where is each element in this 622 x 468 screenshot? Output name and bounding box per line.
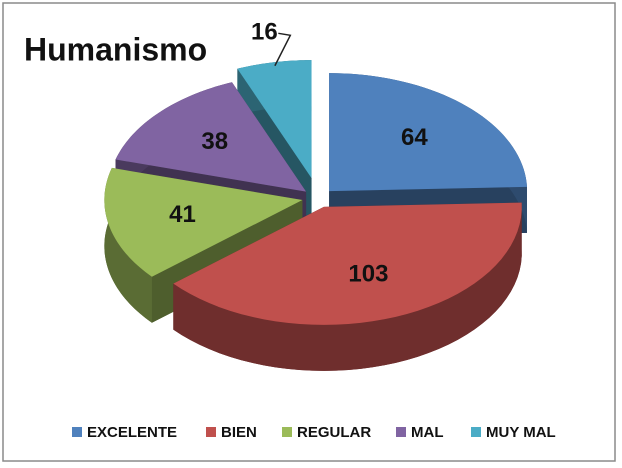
- data-label: 38: [201, 128, 228, 155]
- data-label: 41: [169, 201, 196, 228]
- legend-swatch: [282, 427, 292, 437]
- legend-label: MUY MAL: [486, 424, 556, 441]
- legend-label: BIEN: [221, 424, 257, 441]
- legend-label: REGULAR: [297, 424, 371, 441]
- data-label: 16: [251, 19, 278, 46]
- legend-label: EXCELENTE: [87, 424, 177, 441]
- pie-tops: [104, 60, 527, 325]
- legend-swatch: [72, 427, 82, 437]
- leader-line: [274, 32, 292, 67]
- legend-swatch: [396, 427, 406, 437]
- data-label: 103: [348, 260, 388, 287]
- legend-swatch: [206, 427, 216, 437]
- slice: [329, 73, 527, 192]
- slice-side: [104, 167, 152, 323]
- slice: [104, 167, 303, 277]
- legend-swatch: [471, 427, 481, 437]
- slice: [173, 202, 522, 325]
- legend-label: MAL: [411, 424, 444, 441]
- chart-title: Humanismo: [24, 31, 207, 67]
- slice: [237, 60, 312, 179]
- slice-side: [173, 202, 522, 371]
- slice: [115, 82, 307, 192]
- data-label: 64: [401, 124, 428, 151]
